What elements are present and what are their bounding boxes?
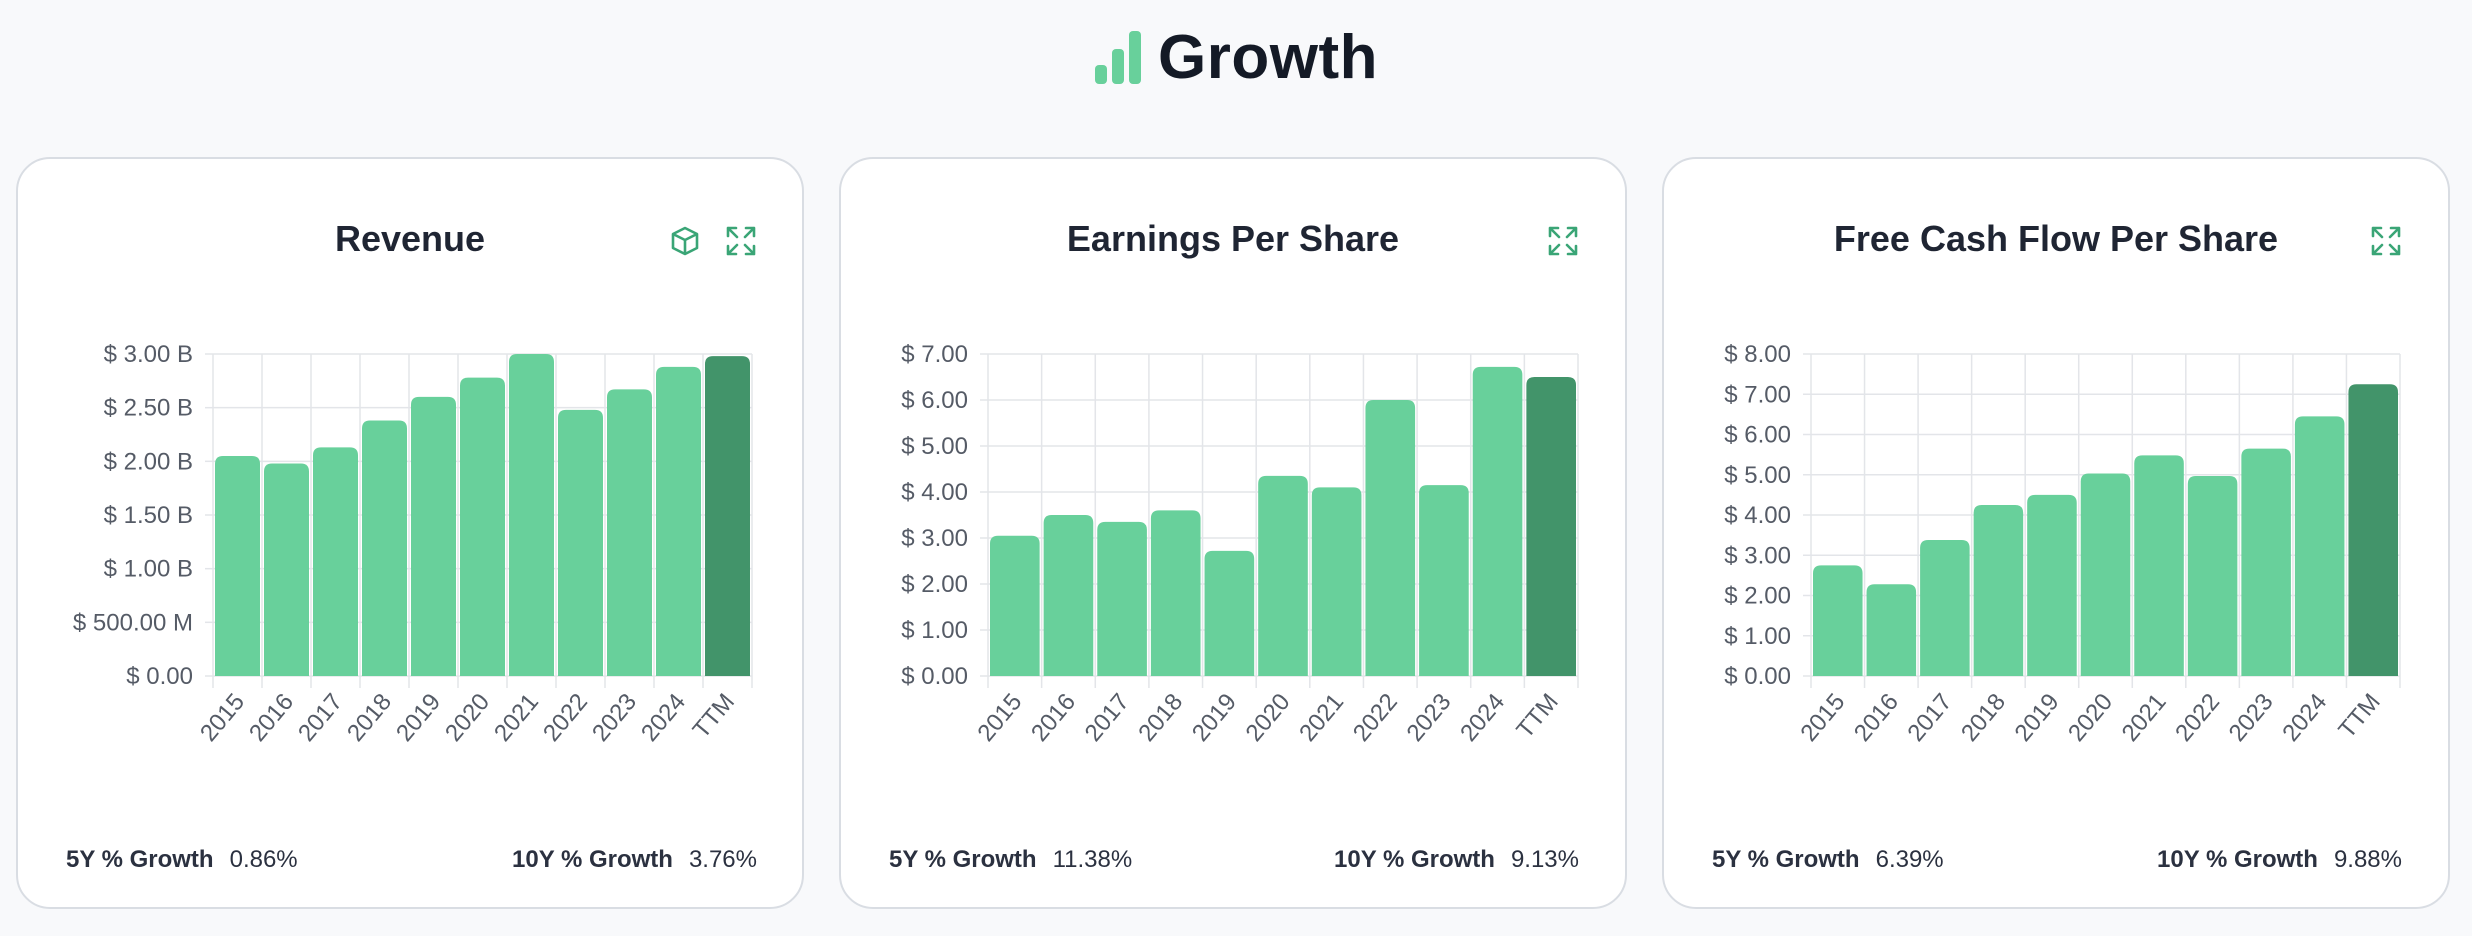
growth-value: 3.76% bbox=[688, 846, 757, 873]
section-header: Growth bbox=[0, 22, 2472, 92]
expand-icon[interactable] bbox=[2369, 224, 2403, 258]
eps-chart-title: Earnings Per Share bbox=[1066, 218, 1400, 259]
section-title: Growth bbox=[1158, 22, 1378, 92]
fcf-chart-title: Free Cash Flow Per Share bbox=[1833, 218, 2279, 259]
bar-chart-icon bbox=[1095, 31, 1141, 84]
eps-5y-growth: 5Y % Growth 11.38% bbox=[889, 846, 1132, 874]
growth-value: 9.13% bbox=[1510, 846, 1579, 873]
eps-10y-growth: 10Y % Growth 9.13% bbox=[1334, 846, 1579, 874]
fcf-card-actions bbox=[2369, 224, 2403, 258]
3d-box-icon[interactable] bbox=[668, 224, 702, 258]
revenue-10y-growth: 10Y % Growth 3.76% bbox=[512, 846, 757, 874]
revenue-card bbox=[16, 157, 804, 909]
growth-label: 5Y % Growth bbox=[1712, 846, 1860, 873]
growth-value: 0.86% bbox=[229, 846, 298, 873]
growth-value: 9.88% bbox=[2333, 846, 2402, 873]
growth-label: 10Y % Growth bbox=[2157, 846, 2318, 873]
fcf-card bbox=[1662, 157, 2450, 909]
fcf-10y-growth: 10Y % Growth 9.88% bbox=[2157, 846, 2402, 874]
revenue-chart-title: Revenue bbox=[334, 218, 486, 259]
growth-label: 5Y % Growth bbox=[889, 846, 1037, 873]
eps-card bbox=[839, 157, 1627, 909]
growth-value: 11.38% bbox=[1052, 846, 1133, 873]
growth-value: 6.39% bbox=[1875, 846, 1944, 873]
growth-label: 5Y % Growth bbox=[66, 846, 214, 873]
expand-icon[interactable] bbox=[724, 224, 758, 258]
fcf-5y-growth: 5Y % Growth 6.39% bbox=[1712, 846, 1944, 874]
revenue-5y-growth: 5Y % Growth 0.86% bbox=[66, 846, 298, 874]
growth-label: 10Y % Growth bbox=[1334, 846, 1495, 873]
growth-label: 10Y % Growth bbox=[512, 846, 673, 873]
eps-card-actions bbox=[1546, 224, 1580, 258]
expand-icon[interactable] bbox=[1546, 224, 1580, 258]
revenue-card-actions bbox=[668, 224, 758, 258]
